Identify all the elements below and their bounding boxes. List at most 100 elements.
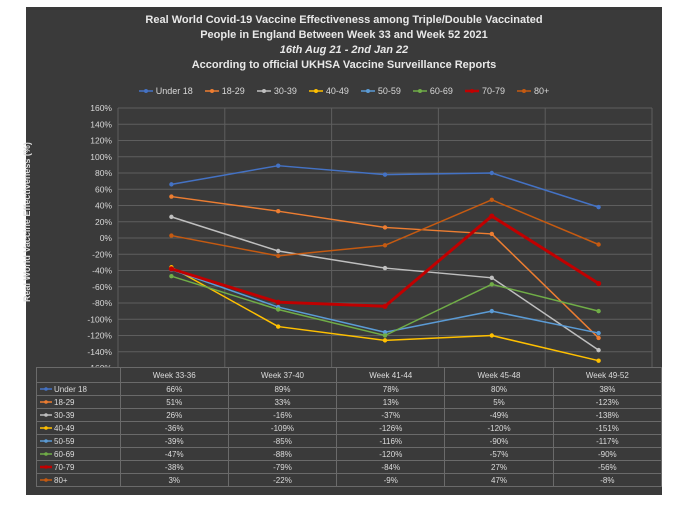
data-point-18-29 [382, 225, 388, 230]
legend-item-70-79: 70-79 [464, 84, 505, 98]
table-cell: -123% [552, 395, 663, 409]
legend-label: Under 18 [155, 86, 193, 96]
table-cell: 80% [444, 382, 554, 396]
y-tick-label: 80% [95, 168, 112, 178]
table-row-header: 80+ [36, 473, 121, 487]
data-point-under-18 [489, 170, 494, 176]
y-tick-label: -80% [92, 298, 112, 308]
data-point-60-69 [276, 307, 281, 312]
y-tick-label: 20% [95, 217, 112, 227]
table-cell: -36% [119, 421, 229, 435]
legend-label: 60-69 [429, 86, 453, 96]
data-table: Week 33-36 Week 37-40 Week 41-44 Week 45-48… [36, 367, 663, 487]
table-row-header: 70-79 [36, 460, 121, 474]
chart-legend: Under 18 18-29 30-39 40-49 50-59 60-69 70-79 80… [26, 84, 662, 98]
line-chart: -160% -140% -120% -100% -80% -60% -40% -20% 0% 20… [87, 103, 653, 367]
table-cell: -116% [336, 434, 446, 448]
data-point-70-79 [168, 266, 174, 272]
table-cell: 38% [552, 382, 663, 396]
data-point-50-59 [596, 330, 601, 336]
data-point-70-79 [382, 303, 388, 309]
data-point-60-69 [596, 308, 601, 314]
table-row-header: 50-59 [36, 434, 121, 448]
data-point-30-39 [169, 214, 174, 220]
data-point-30-39 [382, 265, 388, 271]
data-point-40-49 [596, 358, 601, 363]
table-row-header: 18-29 [36, 395, 121, 409]
data-point-18-29 [276, 208, 281, 214]
legend-label: 30-39 [273, 86, 297, 96]
table-series-name: 18-29 [54, 397, 75, 407]
legend-label: 70-79 [481, 86, 505, 96]
legend-label: 18-29 [221, 86, 245, 96]
table-cell: -8% [552, 473, 663, 487]
y-tick-label: 0% [100, 233, 113, 243]
series-line-50-59 [171, 268, 599, 334]
table-row: Under 18 66% 89% 78% 80% 38% [36, 382, 663, 396]
y-tick-label: 40% [95, 201, 112, 211]
legend-item-18-29: 18-29 [204, 84, 245, 98]
table-series-name: 60-69 [54, 449, 75, 459]
table-cell: -109% [227, 421, 338, 435]
legend-swatch-icon [464, 89, 479, 93]
table-cell: 89% [227, 382, 338, 396]
series-line-under-18 [171, 164, 599, 208]
table-series-name: 70-79 [54, 462, 75, 472]
table-row: 30-39 26% -16% -37% -49% -138% [36, 408, 663, 422]
series-marker-icon [40, 465, 52, 470]
legend-label: 80+ [533, 86, 550, 96]
series-marker-icon [40, 426, 52, 431]
legend-label: 50-59 [377, 86, 401, 96]
table-cell: 51% [119, 395, 229, 409]
data-point-under-18 [382, 172, 388, 177]
x-tick-label: Week 41-44 [336, 367, 446, 383]
data-point-70-79 [596, 280, 602, 287]
table-cell: -84% [336, 460, 446, 474]
y-tick-label: -40% [92, 266, 112, 276]
table-cell: 27% [444, 460, 554, 474]
chart-title-line-3: 16th Aug 21 - 2nd Jan 22 [279, 44, 409, 56]
data-point-under-18 [169, 182, 174, 187]
chart-panel: Real World Covid-19 Vaccine Effectivenes… [22, 7, 663, 495]
table-series-name: 30-39 [54, 410, 75, 420]
data-point-80plus [276, 253, 281, 259]
table-cell: -90% [444, 434, 554, 448]
data-point-40-49 [382, 338, 388, 343]
table-corner-cell [36, 367, 121, 383]
data-point-80plus [169, 233, 174, 238]
data-point-30-39 [489, 275, 494, 281]
chart-title-line-4: According to official UKHSA Vaccine Surv… [191, 59, 497, 71]
table-row-header: 30-39 [36, 408, 121, 422]
table-series-name: Under 18 [54, 384, 87, 394]
table-cell: 66% [119, 382, 229, 396]
y-axis-label: Real World Vaccine Effectiveness (%) [22, 142, 32, 302]
table-series-name: 50-59 [54, 436, 75, 446]
legend-swatch-icon [138, 89, 153, 93]
series-marker-icon [40, 400, 52, 405]
series-marker-icon [40, 439, 52, 444]
x-tick-label: Week 33-36 [119, 367, 229, 383]
y-tick-label: -160% [87, 363, 112, 367]
data-point-30-39 [276, 248, 281, 254]
table-cell: -138% [552, 408, 663, 422]
table-cell: -49% [444, 408, 554, 422]
legend-label: 40-49 [325, 86, 349, 96]
table-cell: 33% [227, 395, 338, 409]
data-point-60-69 [169, 273, 174, 279]
table-row-header: Under 18 [36, 382, 121, 396]
data-point-18-29 [489, 231, 494, 237]
chart-title-line-1: Real World Covid-19 Vaccine Effectivenes… [145, 14, 543, 26]
legend-swatch-icon [412, 89, 427, 93]
series-marker-icon [40, 413, 52, 418]
table-row: 70-79 -38% -79% -84% 27% -56% [36, 460, 663, 474]
data-point-60-69 [489, 282, 494, 287]
legend-item-80plus: 80+ [516, 84, 550, 98]
legend-item-40-49: 40-49 [308, 84, 349, 98]
table-cell: -9% [336, 473, 446, 487]
data-point-80plus [489, 197, 494, 203]
legend-swatch-icon [256, 89, 271, 93]
series-marker-icon [40, 387, 52, 392]
table-cell: 13% [336, 395, 446, 409]
legend-item-60-69: 60-69 [412, 84, 453, 98]
table-cell: -126% [336, 421, 446, 435]
